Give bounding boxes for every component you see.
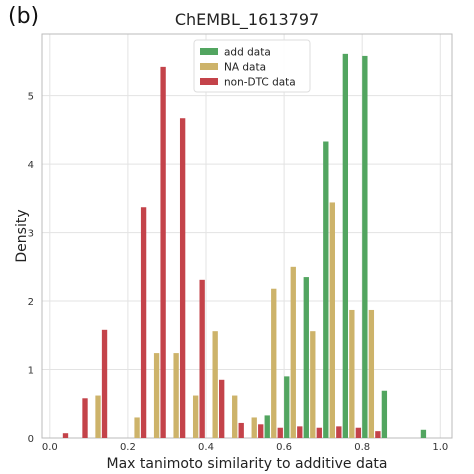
bar	[368, 309, 375, 438]
x-tick-label: 1.0	[432, 442, 448, 453]
bar	[329, 202, 335, 438]
y-tick-label: 0	[28, 434, 34, 445]
bar	[179, 118, 186, 439]
grid-lines	[42, 34, 452, 439]
bar	[101, 329, 108, 438]
bar	[303, 277, 309, 438]
bar	[173, 353, 179, 438]
legend-swatch	[200, 48, 218, 55]
y-axis-title: Density	[14, 209, 30, 262]
bar	[62, 433, 69, 438]
legend-label: NA data	[224, 62, 266, 74]
bar	[212, 331, 218, 438]
legend-label: add data	[224, 47, 271, 59]
bar	[219, 379, 225, 438]
bar	[199, 279, 205, 438]
x-tick-label: 0.6	[276, 442, 292, 453]
bar	[264, 415, 270, 438]
x-tick-labels: 0.0 0.2 0.4 0.6 0.8 1.0	[42, 442, 448, 453]
bar	[349, 309, 355, 438]
legend: add data NA data non-DTC data	[193, 39, 311, 93]
bar	[342, 53, 349, 438]
y-tick-label: 4	[28, 160, 34, 171]
x-tick-label: 0.8	[354, 442, 370, 453]
x-tick-label: 0.4	[198, 442, 214, 453]
plot-frame	[41, 33, 453, 439]
legend-swatch	[200, 63, 218, 70]
bar	[160, 66, 166, 438]
bar	[355, 427, 362, 438]
x-tick-label: 0.2	[120, 442, 136, 453]
bar	[290, 266, 296, 438]
bar	[284, 376, 290, 438]
bar	[95, 395, 101, 438]
bar	[82, 398, 88, 438]
y-tick-label: 1	[28, 366, 34, 377]
bar	[316, 427, 322, 438]
chart-title: ChEMBL_1613797	[175, 10, 319, 30]
bar	[251, 417, 257, 438]
panel-label: (b)	[8, 4, 40, 29]
bar	[381, 390, 388, 438]
y-tick-label: 3	[28, 229, 34, 240]
bar	[323, 141, 329, 439]
bar	[420, 429, 427, 438]
bar	[375, 431, 381, 438]
bar	[153, 353, 160, 438]
legend-box	[193, 39, 311, 93]
bar	[362, 55, 368, 438]
bar	[258, 424, 264, 438]
bar	[310, 331, 316, 438]
bar	[134, 417, 140, 438]
legend-label: non-DTC data	[224, 77, 296, 89]
bar	[271, 288, 277, 438]
bar	[238, 422, 244, 438]
bar	[297, 426, 303, 438]
bar	[192, 395, 199, 438]
bars	[62, 53, 427, 439]
bar	[336, 426, 342, 438]
y-tick-labels: 0 1 2 3 4 5	[28, 92, 34, 445]
y-tick-label: 5	[28, 92, 34, 103]
bar	[232, 395, 238, 438]
bar	[277, 427, 283, 438]
x-axis-title: Max tanimoto similarity to additive data	[107, 456, 388, 472]
legend-swatch	[200, 78, 218, 85]
y-tick-label: 2	[28, 297, 34, 308]
x-tick-label: 0.0	[42, 442, 58, 453]
bar	[140, 207, 147, 438]
